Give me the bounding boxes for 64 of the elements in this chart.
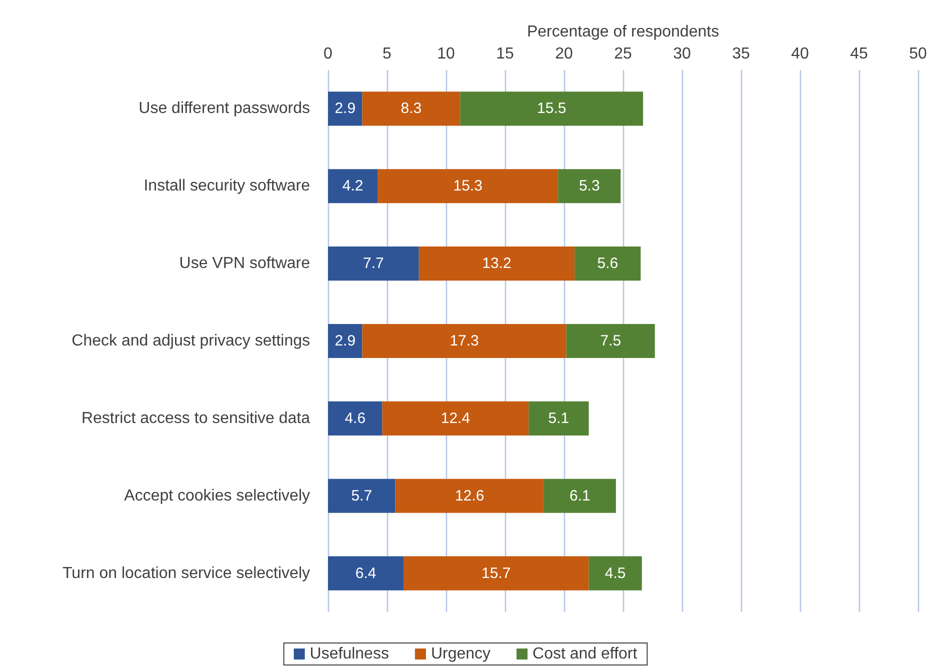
bar	[378, 169, 558, 204]
bar	[558, 169, 621, 204]
bar	[544, 478, 616, 513]
bar	[404, 556, 589, 590]
y-tick-label: Accept cookies selectively	[124, 487, 310, 504]
bar	[328, 246, 419, 281]
x-tick-label: 20	[555, 46, 573, 62]
data-label: 7.7	[363, 255, 384, 272]
bar	[362, 324, 566, 358]
bar	[395, 478, 544, 513]
y-tick-label: Turn on location service selectively	[62, 564, 310, 582]
x-tick-label: 50	[909, 46, 927, 62]
legend-label: Urgency	[430, 646, 491, 662]
bar	[588, 556, 642, 590]
data-label: 12.4	[440, 410, 470, 427]
x-tick-label: 30	[673, 46, 691, 62]
bar	[328, 324, 362, 358]
x-tick-label: 35	[732, 46, 750, 62]
data-label: 2.9	[334, 100, 356, 118]
bar	[566, 324, 655, 358]
data-label: 6.1	[570, 487, 590, 504]
bar	[418, 246, 575, 281]
bar	[328, 92, 362, 126]
x-tick-label: 0	[324, 46, 333, 62]
x-axis-title: Percentage of respondents	[526, 24, 720, 40]
bar	[328, 556, 404, 590]
data-label: 15.5	[537, 100, 566, 118]
x-tick-label: 5	[382, 46, 392, 62]
y-tick-label: Check and adjust privacy settings	[72, 332, 310, 350]
data-label: 12.6	[455, 487, 484, 504]
x-tick-label: 40	[791, 46, 809, 62]
data-label: 15.7	[482, 564, 511, 582]
legend-label: Usefulness	[310, 646, 389, 662]
data-label: 5.7	[351, 487, 372, 504]
data-label: 8.3	[400, 100, 422, 118]
bar	[574, 246, 641, 281]
data-label: 2.9	[334, 332, 356, 350]
x-tick-label: 45	[850, 46, 868, 62]
y-tick-label: Restrict access to sensitive data	[81, 410, 310, 427]
bar	[362, 92, 460, 126]
data-label: 4.6	[344, 410, 366, 427]
bar	[460, 92, 644, 126]
bar	[382, 401, 529, 436]
data-label: 4.5	[604, 564, 626, 582]
bar	[328, 401, 382, 436]
data-label: 4.2	[342, 178, 364, 195]
data-label: 5.6	[597, 255, 618, 272]
bar	[328, 169, 378, 204]
bar	[528, 401, 589, 436]
data-label: 5.1	[548, 410, 570, 427]
y-tick-label: Use VPN software	[179, 255, 310, 272]
legend-label: Cost and effort	[532, 646, 638, 662]
bar	[328, 478, 396, 513]
data-label: 15.3	[453, 178, 482, 195]
y-tick-label: Use different passwords	[138, 100, 310, 118]
y-tick-label: Install security software	[144, 178, 310, 195]
x-tick-label: 15	[496, 46, 514, 62]
data-label: 17.3	[450, 332, 479, 350]
data-label: 6.4	[355, 564, 376, 582]
data-label: 13.2	[482, 255, 512, 272]
data-label: 7.5	[600, 332, 622, 350]
x-tick-label: 25	[614, 46, 632, 62]
data-label: 5.3	[578, 178, 600, 195]
x-tick-label: 10	[437, 46, 455, 62]
